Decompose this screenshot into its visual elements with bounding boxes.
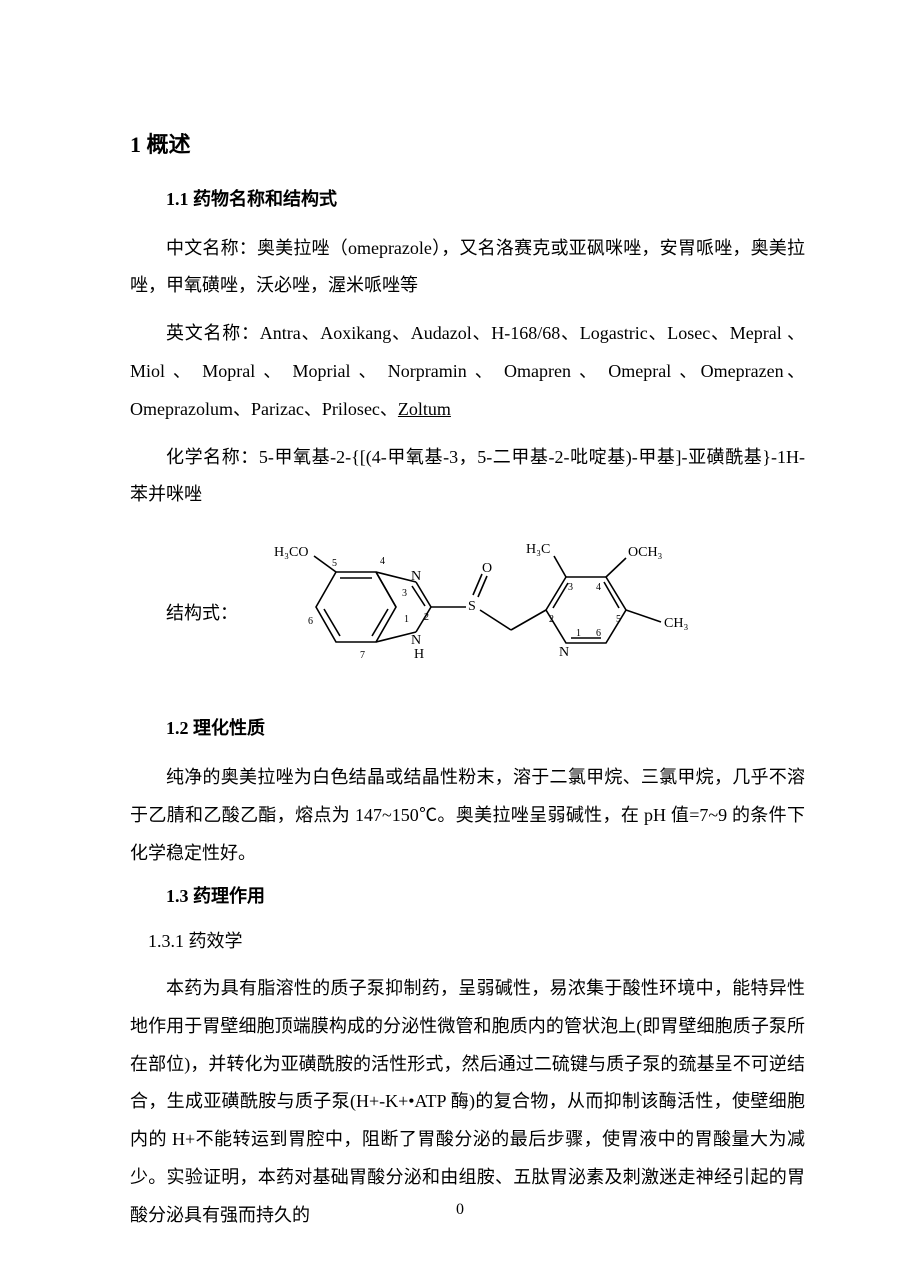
- svg-text:1: 1: [576, 628, 581, 639]
- svg-text:CH₃: CH₃: [664, 616, 688, 631]
- svg-text:3: 3: [402, 588, 407, 599]
- h1-overview: 1 概述: [130, 130, 805, 161]
- p-name-cn: 中文名称：奥美拉唑（omeprazole），又名洛赛克或亚砜咪唑，安胃哌唑，奥美…: [130, 230, 805, 306]
- page: 1 概述 1.1 药物名称和结构式 中文名称：奥美拉唑（omeprazole），…: [0, 0, 920, 1277]
- svg-text:7: 7: [360, 650, 365, 661]
- svg-text:5: 5: [616, 614, 621, 625]
- svg-text:N: N: [411, 633, 421, 648]
- svg-text:6: 6: [308, 616, 313, 627]
- p-1-2-1: 纯净的奥美拉唑为白色结晶或结晶性粉末，溶于二氯甲烷、三氯甲烷，几乎不溶于乙腈和乙…: [130, 759, 805, 872]
- svg-text:3: 3: [568, 582, 573, 593]
- structure-diagram: H₃CO N N H S O H₃C OCH₃ CH₃ N 4 5 6 7 1: [266, 532, 706, 692]
- page-number: 0: [0, 1201, 920, 1219]
- structure-row: 结构式：: [130, 532, 805, 692]
- svg-text:2: 2: [424, 612, 429, 623]
- svg-text:4: 4: [380, 556, 385, 567]
- svg-text:1: 1: [404, 614, 409, 625]
- h2-1-1: 1.1 药物名称和结构式: [130, 185, 805, 214]
- p-name-en: 英文名称：Antra、Aoxikang、Audazol、H-168/68、Log…: [130, 315, 805, 428]
- svg-text:H₃C: H₃C: [526, 542, 550, 557]
- p-1-3-1: 本药为具有脂溶性的质子泵抑制药，呈弱碱性，易浓集于酸性环境中，能特异性地作用于胃…: [130, 970, 805, 1235]
- svg-text:H₃CO: H₃CO: [274, 545, 308, 560]
- h3-1-3-1: 1.3.1 药效学: [130, 927, 805, 956]
- svg-text:2: 2: [549, 614, 554, 625]
- svg-text:6: 6: [596, 628, 601, 639]
- p-name-en-last: Zoltum: [398, 399, 451, 419]
- p-name-en-prefix: 英文名称：: [166, 323, 260, 343]
- svg-text:S: S: [468, 599, 476, 614]
- svg-text:H: H: [414, 647, 424, 662]
- svg-text:OCH₃: OCH₃: [628, 545, 663, 560]
- p-name-chem: 化学名称：5-甲氧基-2-{[(4-甲氧基-3，5-二甲基-2-吡啶基)-甲基]…: [130, 439, 805, 515]
- svg-text:O: O: [482, 561, 492, 576]
- structure-label: 结构式：: [130, 599, 238, 625]
- omeprazole-structure-svg: H₃CO N N H S O H₃C OCH₃ CH₃ N 4 5 6 7 1: [266, 532, 706, 692]
- svg-text:N: N: [559, 645, 569, 660]
- h2-1-3: 1.3 药理作用: [130, 882, 805, 911]
- svg-text:N: N: [411, 569, 421, 584]
- svg-text:4: 4: [596, 582, 601, 593]
- svg-text:5: 5: [332, 558, 337, 569]
- h2-1-2: 1.2 理化性质: [130, 714, 805, 743]
